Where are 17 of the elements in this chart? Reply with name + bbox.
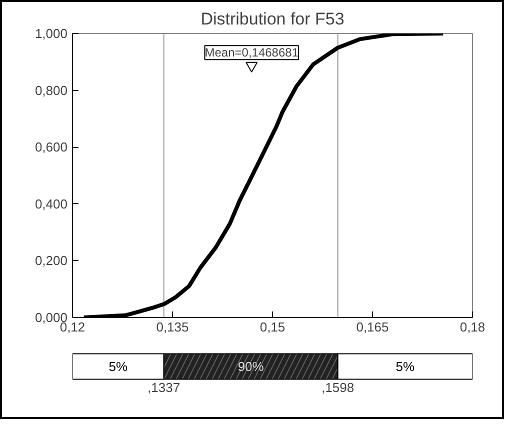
text: ,1337 xyxy=(148,380,180,396)
y-tick-label: 0,200 xyxy=(34,253,68,268)
y-tick-label: 0,800 xyxy=(34,82,68,98)
x-tick-label: 0,165 xyxy=(356,320,389,334)
y-tick-label: 1,000 xyxy=(34,26,68,41)
text: 5% xyxy=(108,359,128,374)
y-tick-label: 0,000 xyxy=(34,310,68,325)
x-tick-label: 0,18 xyxy=(460,320,486,334)
annotation: Mean=0,1468681 xyxy=(204,46,299,60)
text: ,1598 xyxy=(322,380,354,396)
y-tick-label: 0,400 xyxy=(34,196,68,212)
y-tick-label: 0,600 xyxy=(34,140,68,155)
text: 90% xyxy=(238,359,264,374)
x-tick-label: 0,15 xyxy=(260,320,286,334)
chart-title: Distribution for F53 xyxy=(200,10,344,28)
text: 5% xyxy=(396,359,415,374)
x-tick-label: 0,135 xyxy=(156,320,189,334)
